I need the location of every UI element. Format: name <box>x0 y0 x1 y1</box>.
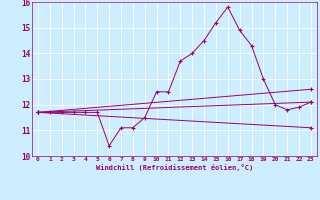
X-axis label: Windchill (Refroidissement éolien,°C): Windchill (Refroidissement éolien,°C) <box>96 164 253 171</box>
